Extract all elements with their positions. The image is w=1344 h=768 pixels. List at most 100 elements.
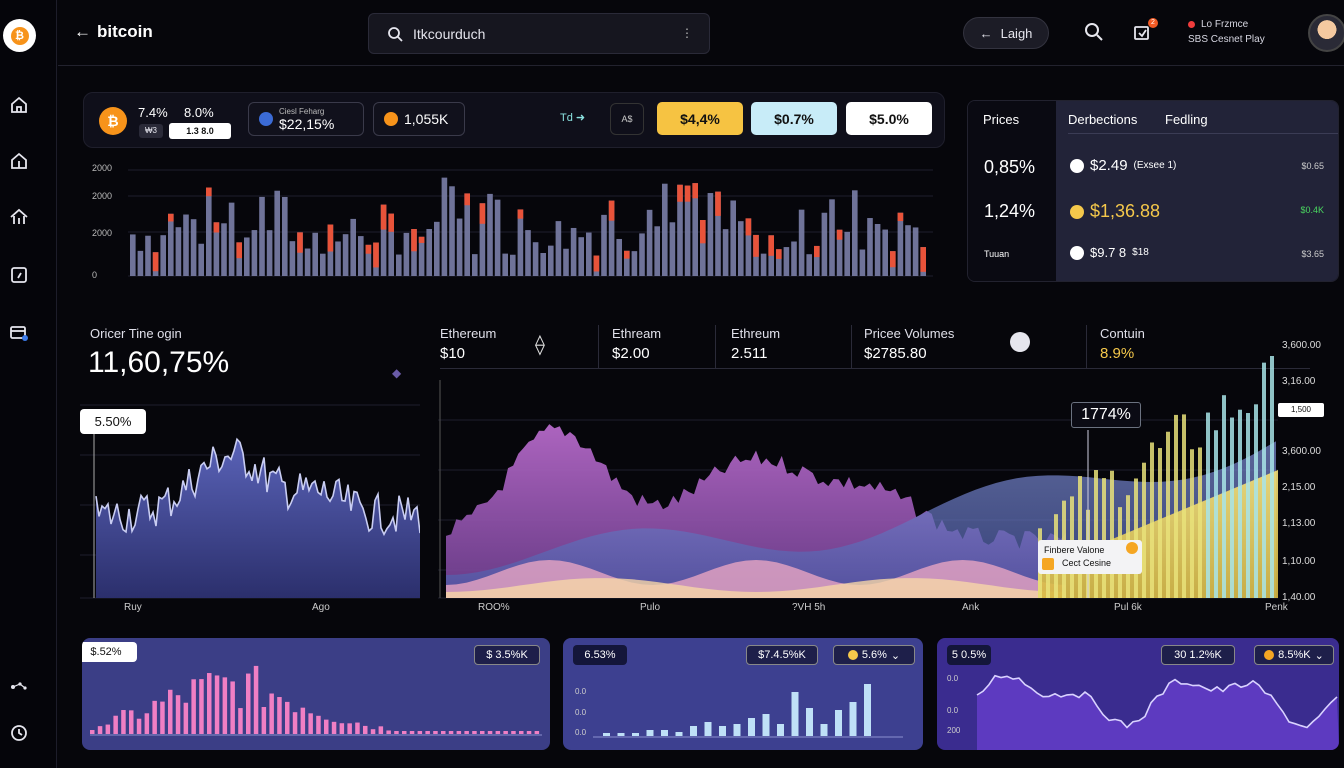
volume-bar	[1142, 462, 1146, 598]
x-label: ROO%	[478, 602, 510, 613]
bar	[386, 730, 391, 734]
chip-right[interactable]: 8.5%K ⌄	[1254, 645, 1334, 665]
y-label: 3,16.00	[1282, 376, 1316, 387]
volume-bar	[844, 231, 850, 276]
search-icon	[388, 26, 403, 42]
dashboard-icon[interactable]	[8, 150, 30, 172]
chip-yellow[interactable]: $4,4%	[657, 102, 743, 135]
volume-bar	[745, 218, 752, 276]
chip-blue[interactable]: $0.7%	[751, 102, 837, 135]
user-line-1: Lo Frzmce	[1201, 19, 1249, 30]
volume-bar	[616, 238, 622, 276]
chip-right[interactable]: 5.6% ⌄	[833, 645, 915, 665]
volume-bar	[190, 219, 197, 276]
prices-right-column	[1056, 101, 1338, 281]
avatar[interactable]	[1308, 14, 1344, 52]
volume-bar	[570, 227, 577, 276]
bar	[370, 729, 376, 734]
volume-bar-highlight	[236, 242, 242, 259]
volume-bar	[798, 209, 805, 276]
volume-bar	[358, 236, 364, 276]
chip-mid[interactable]: 30 1.2%K	[1161, 645, 1235, 665]
volume-bar	[852, 190, 858, 276]
volume-bar	[221, 223, 227, 276]
chip-left: $.52%	[82, 642, 137, 662]
bar	[441, 731, 446, 734]
wallet-icon[interactable]	[8, 264, 30, 286]
volume-pill[interactable]: 1,055K	[373, 102, 465, 136]
volume-bar-highlight	[700, 219, 706, 244]
price-row-1[interactable]: $2.49 (Exsee 1)	[1070, 157, 1176, 174]
time-origin-label: Oricer Tine ogin	[90, 326, 182, 341]
volume-bar-chart	[128, 169, 933, 277]
search-input[interactable]: Itkcourduch ⋮	[368, 13, 710, 54]
area-line	[976, 674, 1338, 729]
volume-bar	[494, 199, 501, 276]
volume-bar-highlight	[297, 232, 303, 253]
price-pill[interactable]: Ciesl Feharg $22,15%	[248, 102, 364, 136]
chip-right[interactable]: $ 3.5%K	[474, 645, 540, 665]
volume-bar	[380, 204, 387, 276]
axis-label: 0.0	[575, 728, 587, 737]
axis-label: 0.0	[947, 706, 959, 715]
legend-line: Cect Cesine	[1062, 558, 1112, 568]
notification-icon[interactable]: 2	[1132, 18, 1158, 44]
volume-bar-highlight	[593, 255, 600, 272]
search-icon[interactable]	[1084, 22, 1106, 44]
arrow-left-icon: ←	[979, 25, 993, 41]
coin-icon	[384, 112, 398, 126]
bar	[199, 679, 204, 734]
bar	[791, 692, 799, 736]
cards-icon[interactable]	[8, 322, 30, 344]
col-5-label: Contuin	[1100, 326, 1145, 341]
x-label: Ank	[962, 602, 980, 613]
tab-derbections[interactable]: Derbections	[1068, 112, 1138, 127]
login-button[interactable]: ← Laigh	[963, 17, 1049, 49]
bitcoin-coin-icon: ₿	[99, 107, 127, 135]
volume-bar	[760, 253, 767, 276]
home-icon[interactable]	[8, 94, 30, 116]
volume-bar	[426, 228, 432, 276]
chip-white[interactable]: $5.0%	[846, 102, 932, 135]
price-row-1-suffix: (Exsee 1)	[1133, 160, 1177, 171]
bottom-bar-chart-2	[593, 684, 903, 738]
bar	[762, 714, 770, 736]
bar	[238, 708, 243, 734]
price-row-3[interactable]: $9.7 8 $18	[1070, 245, 1149, 260]
clock-icon[interactable]	[8, 722, 30, 744]
bar	[222, 677, 228, 734]
market-icon[interactable]	[8, 206, 30, 228]
user-info: Lo Frzmce SBS Cesnet Play	[1188, 17, 1265, 47]
bar	[632, 733, 639, 736]
bar	[480, 731, 485, 734]
volume-bar-highlight	[517, 209, 524, 219]
volume-bar	[1254, 404, 1258, 598]
volume-bar	[342, 234, 349, 276]
symbol-button[interactable]: A$	[610, 103, 644, 135]
chart-tooltip: 5.50%	[80, 409, 146, 434]
bar	[152, 700, 157, 734]
bitcoin-logo[interactable]: ₿	[3, 19, 36, 52]
volume-bar	[206, 187, 212, 276]
back-button[interactable]: ← bitcoin	[74, 22, 153, 42]
volume-bar	[1222, 395, 1226, 598]
volume-bar-highlight	[715, 191, 721, 216]
bar	[433, 731, 438, 734]
volume-bar	[418, 236, 425, 276]
network-icon[interactable]	[8, 676, 30, 698]
volume-bar	[730, 200, 736, 276]
bar	[526, 731, 532, 734]
volume-bar	[722, 229, 729, 276]
price-row-2[interactable]: $1,36.88	[1070, 201, 1160, 222]
tab-fedling[interactable]: Fedling	[1165, 112, 1208, 127]
time-origin-value: 11,60,75%	[88, 346, 230, 379]
chip-left: 5 0.5%	[947, 645, 991, 665]
prices-title: Prices	[983, 112, 1020, 127]
volume-bar	[1174, 414, 1178, 598]
volume-bar-highlight	[692, 183, 698, 199]
more-vertical-icon[interactable]: ⋮	[681, 26, 693, 40]
chip-mid[interactable]: $7.4.5%K	[746, 645, 818, 665]
volume-bar	[168, 213, 174, 276]
divider	[1068, 133, 1338, 134]
